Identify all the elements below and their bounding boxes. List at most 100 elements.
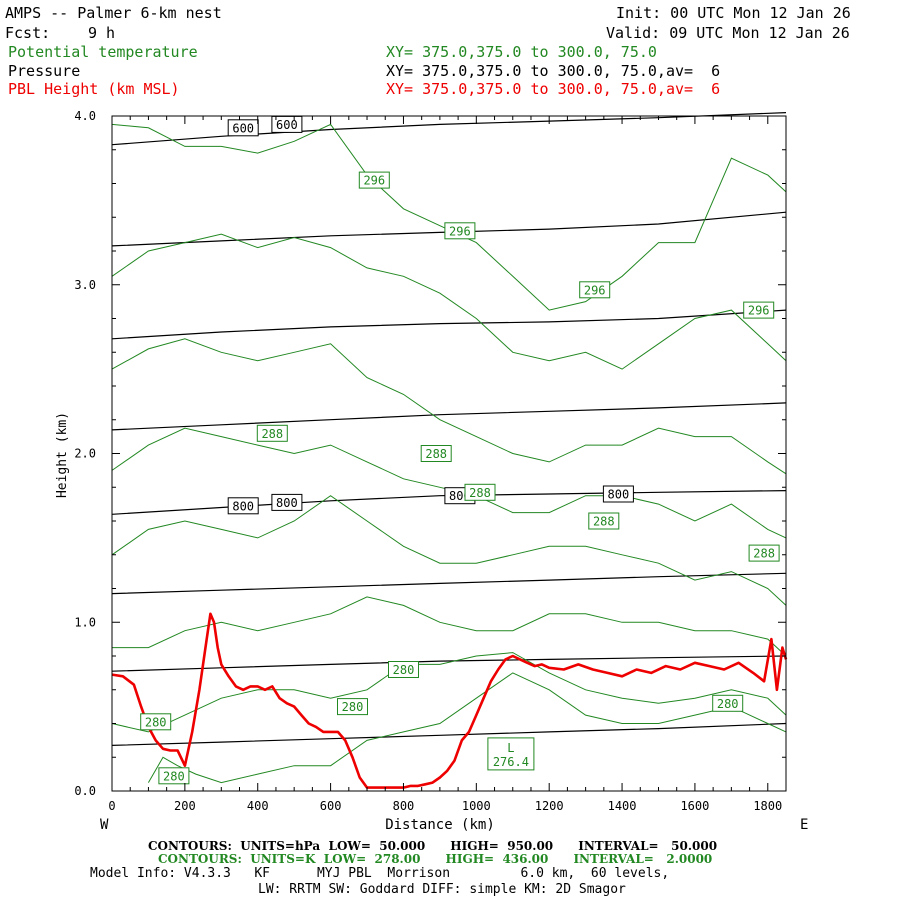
theta-label-text: 288 [469,486,491,500]
theta-label: 296 [743,301,775,319]
theta-label-text: 280 [342,700,364,714]
pressure-contour-800 [111,490,787,515]
theta-label-text: 288 [425,447,447,461]
theta-contour [111,427,787,539]
theta-label-box [388,661,419,678]
theta-label: 288 [464,483,496,501]
theta-label: 288 [420,445,452,462]
y-tick-label: 3.0 [74,278,96,292]
legend-pbl: PBL Height (km MSL) [8,80,180,98]
valid-time: Valid: 09 UTC Mon 12 Jan 26 [606,24,850,42]
theta-label-box [748,544,780,562]
pressure-contour-label: CONTOURS: [148,839,232,853]
theta-label-box [140,713,172,731]
x-tick-label: 1800 [753,799,782,813]
low-marker-letter: L [507,741,514,755]
theta-label: 296 [444,222,476,240]
pressure-label-box [227,119,259,137]
theta-label-box [358,171,390,189]
pressure-label-box [602,485,634,503]
x-axis-label: Distance (km) [385,817,495,833]
pbl-height-series [111,612,788,789]
pressure-contour-700 [111,309,787,340]
theta-contour-info: CONTOURS: UNITS=K LOW= 278.00 HIGH= 436.… [158,852,712,866]
pressure-label: 800 [227,497,259,515]
pressure-contour-850 [111,572,787,595]
chart-title: AMPS -- Palmer 6-km nest [5,4,222,22]
pressure-label-box [271,493,303,511]
legend-pressure-xy: XY= 375.0,375.0 to 300.0, 75.0,av= 6 [386,62,721,80]
theta-contour [111,652,787,733]
theta-label-box [743,301,775,319]
low-marker-box [487,737,535,771]
theta-label: 288 [748,544,780,562]
theta-label-box [337,698,368,716]
model-physics: LW: RRTM SW: Goddard DIFF: simple KM: 2D… [258,882,626,897]
pressure-label-text: 600 [276,118,298,132]
pressure-label-text: 600 [232,121,254,135]
x-tick-label: 1000 [462,799,491,813]
y-tick-label: 4.0 [74,109,96,123]
east-marker: E [800,817,808,833]
pressure-label-text: 800 [232,499,254,513]
legend-theta-xy: XY= 375.0,375.0 to 300.0, 75.0 [386,43,657,61]
theta-label-box [256,424,288,442]
pressure-contour-950 [111,722,787,746]
theta-label-text: 280 [393,663,415,677]
forecast-label: Fcst: [5,24,51,42]
x-tick-label: 200 [174,799,196,813]
legend-pbl-xy: XY= 375.0,375.0 to 300.0, 75.0,av= 6 [386,80,721,98]
pressure-contour-info: CONTOURS: UNITS=hPa LOW= 50.000 HIGH= 95… [148,839,717,853]
y-tick-label: 0.0 [74,784,96,798]
theta-label-text: 296 [363,174,385,188]
y-tick-label: 1.0 [74,615,96,629]
pressure-contour-detail: UNITS=hPa LOW= 50.000 HIGH= 950.00 INTER… [240,839,718,853]
pressure-label: 600 [227,119,259,137]
low-marker-value: 276.4 [493,755,529,769]
theta-label-box [712,694,744,712]
pressure-label-text: 800 [276,496,298,510]
pressure-label-box [227,497,259,515]
model-info: Model Info: V4.3.3 KF MYJ PBL Morrison 6… [90,866,670,881]
theta-contour [111,338,787,475]
theta-label-text: 280 [163,769,185,783]
legend-theta: Potential temperature [8,43,198,61]
x-tick-label: 1200 [535,799,564,813]
theta-label-text: 280 [717,697,739,711]
theta-label: 280 [388,661,419,678]
theta-label-box [444,222,476,240]
theta-contour-label: CONTOURS: [158,852,242,866]
pbl-height-line [111,612,788,789]
theta-contour [111,233,787,370]
west-marker: W [100,817,109,833]
pressure-label-text: 800 [608,488,630,502]
theta-label: 280 [337,698,368,716]
pressure-label: 800 [602,485,634,503]
forecast-hour: 9 h [88,24,116,42]
x-tick-label: 1600 [680,799,709,813]
theta-label-text: 280 [145,715,167,729]
x-tick-label: 1400 [608,799,637,813]
pressure-contour-900 [111,655,787,672]
x-tick-label: 600 [320,799,342,813]
theta-contour [111,495,787,606]
theta-contour [147,672,787,784]
theta-label: 296 [358,171,390,189]
pressure-contours [111,112,787,746]
y-tick-label: 2.0 [74,447,96,461]
theta-contour-detail: UNITS=K LOW= 278.00 HIGH= 436.00 INTERVA… [250,852,713,866]
x-tick-label: 0 [108,799,115,813]
theta-label: 296 [579,281,611,299]
theta-label: 288 [256,424,288,442]
theta-label-text: 288 [593,515,615,529]
theta-label-box [588,512,620,530]
pressure-contour-600 [111,112,787,146]
theta-label: 280 [140,713,172,731]
theta-contour [111,123,787,311]
pressure-label: 800 [271,493,303,511]
axes: 0 200 400 600 800 1000 1200 1400 1600 1800 0.0 1.0 2… [74,109,786,813]
pressure-contour-750 [111,402,787,431]
